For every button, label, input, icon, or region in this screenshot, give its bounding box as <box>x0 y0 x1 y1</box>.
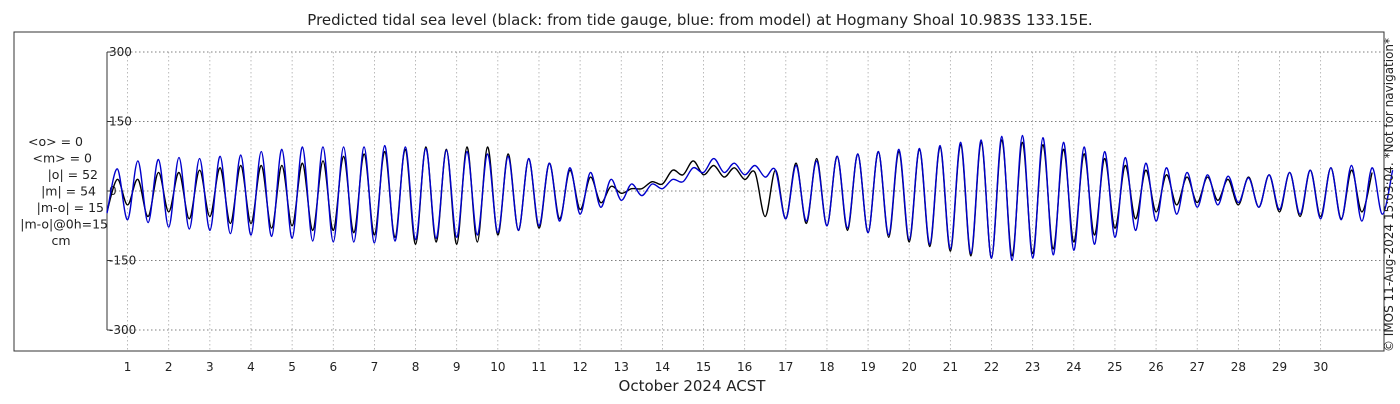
x-tick-label: 18 <box>819 360 834 374</box>
x-axis-label: October 2024 ACST <box>619 377 767 395</box>
series-layer <box>106 134 1394 262</box>
x-tick-label: 8 <box>412 360 420 374</box>
x-tick-label: 17 <box>778 360 793 374</box>
y-tick-label: -300 <box>109 323 136 337</box>
x-tick-label: 9 <box>453 360 461 374</box>
x-tick-label: 26 <box>1148 360 1163 374</box>
x-tick-label: 28 <box>1231 360 1246 374</box>
copyright-note: © IMOS 11-Aug-2024 15:03:04. *Not for na… <box>1382 38 1396 352</box>
x-tick-label: 24 <box>1066 360 1081 374</box>
stats-panel: <o> = 0 <m> = 0|o| = 52 |m| = 54|m-o| = 15… <box>20 134 108 248</box>
x-tick-label: 1 <box>124 360 132 374</box>
series-line-gauge <box>106 139 1373 259</box>
x-tick-label: 3 <box>206 360 214 374</box>
x-tick-label: 6 <box>329 360 337 374</box>
x-tick-label: 15 <box>696 360 711 374</box>
x-tick-label: 29 <box>1272 360 1287 374</box>
x-tick-label: 10 <box>490 360 505 374</box>
x-tick-label: 27 <box>1190 360 1205 374</box>
x-tick-label: 16 <box>737 360 752 374</box>
stats-line: <o> = 0 <box>28 134 83 149</box>
x-tick-label: 23 <box>1025 360 1040 374</box>
grid-layer <box>107 51 1384 350</box>
stats-line: |m-o|@0h=15 <box>20 217 108 232</box>
x-tick-label: 25 <box>1107 360 1122 374</box>
x-tick-label: 21 <box>943 360 958 374</box>
x-tick-label: 12 <box>572 360 587 374</box>
outer-frame <box>13 31 1385 352</box>
y-tick-label: -150 <box>109 254 136 268</box>
x-tick-label: 22 <box>984 360 999 374</box>
x-tick-label: 14 <box>655 360 670 374</box>
series-line-model <box>106 134 1394 262</box>
stats-line: |m| = 54 <box>41 184 96 199</box>
stats-line: cm <box>51 233 70 248</box>
x-tick-label: 20 <box>902 360 917 374</box>
x-tick-label: 11 <box>531 360 546 374</box>
chart-title: Predicted tidal sea level (black: from t… <box>307 11 1092 29</box>
x-tick-label: 13 <box>614 360 629 374</box>
stats-line: <m> = 0 <box>33 151 93 166</box>
x-tick-label: 19 <box>860 360 875 374</box>
stats-line: |m-o| = 15 <box>37 200 104 215</box>
x-tick-label: 30 <box>1313 360 1328 374</box>
x-tick-label: 7 <box>371 360 379 374</box>
x-tick-label: 2 <box>165 360 173 374</box>
x-tick-label: 4 <box>247 360 255 374</box>
y-tick-label: 300 <box>109 45 132 59</box>
y-tick-label: 150 <box>109 115 132 129</box>
x-tick-label: 5 <box>288 360 296 374</box>
stats-line: |o| = 52 <box>48 167 98 182</box>
